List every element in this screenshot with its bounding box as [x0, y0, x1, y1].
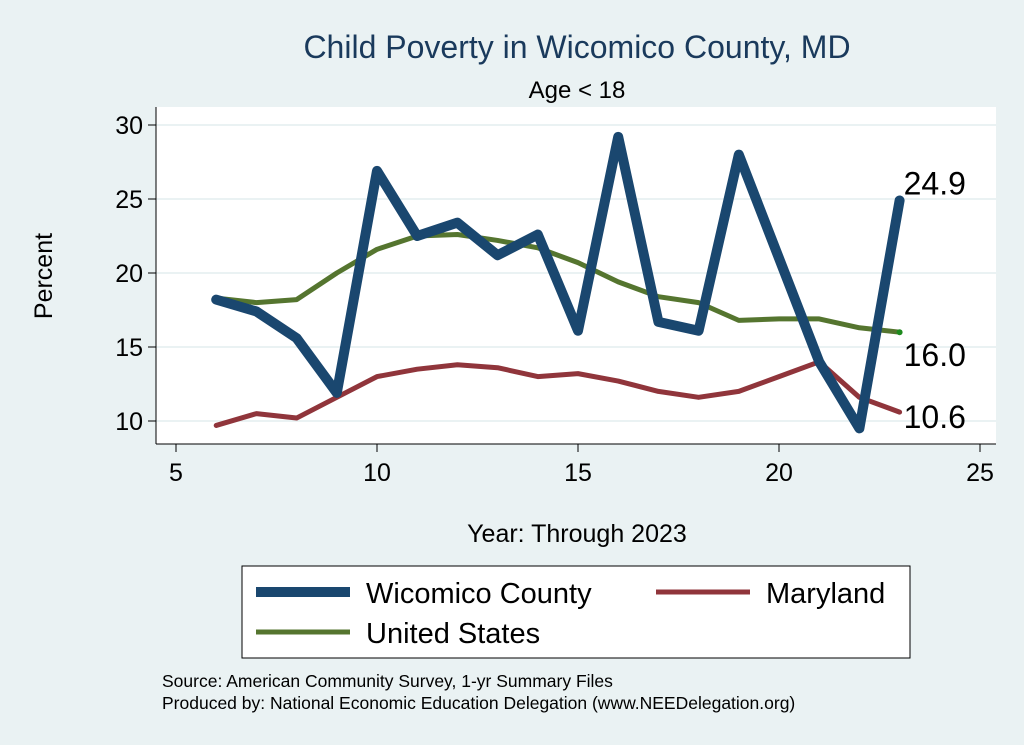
series-line-united-states: [213, 232, 903, 335]
end-label-maryland: 10.6: [904, 399, 966, 435]
end-label-united-states: 16.0: [904, 337, 966, 373]
source-note: Source: American Community Survey, 1-yr …: [162, 671, 613, 691]
series-line-wicomico: [211, 131, 905, 434]
chart-title: Child Poverty in Wicomico County, MD: [303, 29, 850, 65]
chart-subtitle: Age < 18: [529, 77, 626, 104]
y-tick-label: 30: [115, 112, 143, 140]
y-tick-label: 20: [115, 260, 143, 288]
legend-label-maryland: Maryland: [766, 578, 885, 610]
x-tick-label: 25: [966, 459, 994, 487]
legend-label-united-states: United States: [366, 618, 540, 650]
axis-ticks: 10 15 20 25 30 5 10 15 20 25: [115, 112, 994, 487]
x-axis-label: Year: Through 2023: [467, 520, 687, 548]
plot-area: [156, 107, 996, 444]
series-line-maryland: [213, 359, 903, 428]
series-layer: [211, 131, 905, 434]
legend-item-maryland: Maryland: [656, 578, 885, 610]
y-axis-label: Percent: [30, 233, 58, 319]
y-tick-label: 10: [115, 408, 143, 436]
end-labels: 24.9 10.6 16.0: [896, 165, 966, 435]
legend-item-united-states: United States: [256, 618, 540, 650]
x-tick-label: 15: [564, 459, 592, 487]
y-tick-label: 25: [115, 186, 143, 214]
x-tick-label: 5: [169, 459, 183, 487]
y-tick-label: 15: [115, 334, 143, 362]
end-marker-united-states: [896, 329, 903, 336]
legend-item-wicomico: Wicomico County: [256, 578, 592, 610]
producer-note: Produced by: National Economic Education…: [162, 693, 795, 713]
x-tick-label: 20: [765, 459, 793, 487]
legend-label-wicomico: Wicomico County: [366, 578, 592, 610]
end-label-wicomico: 24.9: [904, 165, 966, 201]
legend-box: [241, 565, 911, 659]
x-tick-label: 10: [363, 459, 391, 487]
